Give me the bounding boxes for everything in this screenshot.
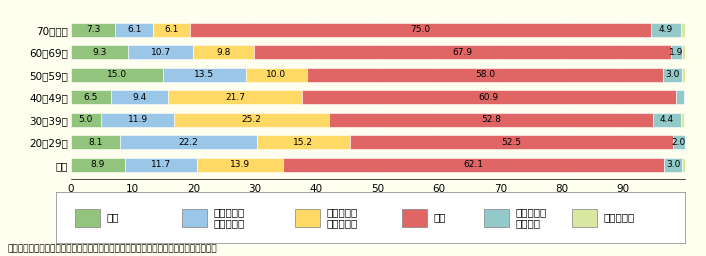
Bar [120, 135, 257, 149]
Bar [191, 23, 651, 37]
Text: 8.1: 8.1 [88, 138, 102, 147]
Text: 9.3: 9.3 [92, 48, 107, 57]
Text: ある: ある [107, 212, 119, 223]
Bar [71, 135, 120, 149]
Bar [246, 68, 307, 82]
Text: 58.0: 58.0 [475, 70, 496, 79]
Bar [111, 90, 168, 104]
Bar [301, 90, 676, 104]
Bar [71, 23, 116, 37]
Text: 4.9: 4.9 [659, 25, 674, 34]
FancyBboxPatch shape [182, 209, 208, 227]
Text: 6.1: 6.1 [127, 25, 141, 34]
Text: 10.0: 10.0 [266, 70, 287, 79]
Text: 15.0: 15.0 [107, 70, 127, 79]
Bar [683, 158, 685, 172]
Bar [102, 113, 174, 127]
Bar [71, 68, 162, 82]
Text: 9.4: 9.4 [132, 93, 147, 102]
Text: 15.2: 15.2 [294, 138, 313, 147]
Bar [153, 23, 191, 37]
Text: 8.9: 8.9 [91, 160, 105, 169]
Text: 9.8: 9.8 [216, 48, 231, 57]
Bar [125, 158, 197, 172]
Bar [257, 135, 350, 149]
Bar [651, 23, 681, 37]
Text: 52.5: 52.5 [501, 138, 521, 147]
Bar [350, 135, 673, 149]
Text: 75.0: 75.0 [411, 25, 431, 34]
Text: どちらかと
いうとない: どちらかと いうとない [327, 207, 358, 228]
FancyBboxPatch shape [402, 209, 427, 227]
Bar [71, 113, 102, 127]
Bar [664, 68, 682, 82]
Bar [197, 158, 282, 172]
Bar [116, 23, 153, 37]
Bar [162, 68, 246, 82]
Bar [671, 45, 683, 59]
Text: どちらかと
いうとある: どちらかと いうとある [213, 207, 245, 228]
Bar [683, 45, 686, 59]
FancyBboxPatch shape [76, 209, 100, 227]
Bar [193, 45, 253, 59]
Text: 60.9: 60.9 [479, 93, 498, 102]
Bar [128, 45, 193, 59]
Bar [654, 113, 681, 127]
Text: 5.0: 5.0 [79, 115, 93, 124]
Bar [253, 45, 671, 59]
Text: 資料）内閣府「都市と農山漁村の共生・対流に関する世論調査（平成７年）」より作成: 資料）内閣府「都市と農山漁村の共生・対流に関する世論調査（平成７年）」より作成 [7, 244, 217, 253]
Text: 11.7: 11.7 [151, 160, 172, 169]
FancyBboxPatch shape [484, 209, 509, 227]
Text: 62.1: 62.1 [463, 160, 483, 169]
Bar [681, 113, 684, 127]
Bar [329, 113, 654, 127]
Text: 6.5: 6.5 [83, 93, 97, 102]
Text: 11.9: 11.9 [128, 115, 148, 124]
Bar [307, 68, 664, 82]
Bar [168, 90, 301, 104]
Text: 4.4: 4.4 [660, 115, 674, 124]
Text: 25.2: 25.2 [242, 115, 262, 124]
Text: ない: ない [433, 212, 446, 223]
Text: 22.2: 22.2 [179, 138, 198, 147]
Text: どちらとも
いえない: どちらとも いえない [515, 207, 546, 228]
Text: わからない: わからない [603, 212, 635, 223]
Text: 3.0: 3.0 [665, 70, 680, 79]
Text: 100(%): 100(%) [647, 209, 685, 219]
Text: 21.7: 21.7 [225, 93, 245, 102]
Bar [71, 158, 125, 172]
Bar [174, 113, 329, 127]
FancyBboxPatch shape [572, 209, 597, 227]
Text: 52.8: 52.8 [481, 115, 501, 124]
Text: 10.7: 10.7 [150, 48, 171, 57]
FancyBboxPatch shape [295, 209, 321, 227]
Text: 3.0: 3.0 [666, 160, 681, 169]
Bar [682, 68, 685, 82]
Bar [71, 90, 111, 104]
Text: 1.9: 1.9 [669, 48, 683, 57]
Text: 2.0: 2.0 [671, 138, 686, 147]
Bar [673, 135, 685, 149]
Text: 67.9: 67.9 [452, 48, 472, 57]
Bar [282, 158, 664, 172]
Text: 6.1: 6.1 [164, 25, 179, 34]
Bar [676, 90, 684, 104]
Bar [71, 45, 128, 59]
Text: 7.3: 7.3 [86, 25, 100, 34]
Text: 13.5: 13.5 [194, 70, 214, 79]
Bar [681, 23, 685, 37]
Bar [664, 158, 683, 172]
Text: 13.9: 13.9 [229, 160, 250, 169]
